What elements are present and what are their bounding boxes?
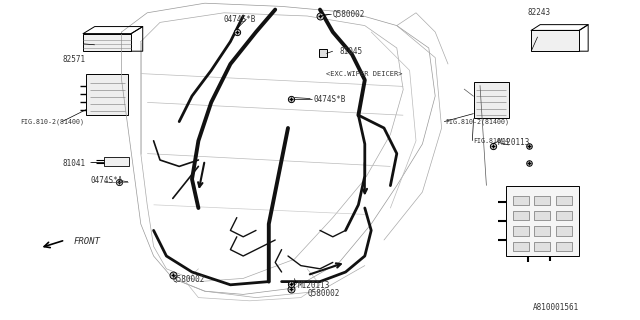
Text: 0474S*A: 0474S*A xyxy=(91,176,124,185)
Bar xyxy=(556,242,572,251)
Text: 0474S*B: 0474S*B xyxy=(224,15,257,24)
Bar xyxy=(513,211,529,220)
Bar xyxy=(534,242,550,251)
Text: Q580002: Q580002 xyxy=(173,275,205,284)
Text: 81041: 81041 xyxy=(63,159,86,168)
Bar xyxy=(83,34,131,51)
Bar xyxy=(534,196,550,205)
Bar xyxy=(86,74,128,115)
Bar xyxy=(513,196,529,205)
Text: FIG.810-2(81400): FIG.810-2(81400) xyxy=(445,118,509,125)
Bar xyxy=(556,211,572,220)
Bar xyxy=(531,30,579,51)
Bar xyxy=(534,226,550,236)
Bar xyxy=(513,242,529,251)
Text: 82571: 82571 xyxy=(63,55,86,64)
Text: Q580002: Q580002 xyxy=(333,10,365,19)
Text: 81045: 81045 xyxy=(339,47,362,56)
Text: <EXC.WIPER DEICER>: <EXC.WIPER DEICER> xyxy=(326,71,403,76)
Bar xyxy=(534,211,550,220)
Bar xyxy=(104,157,129,166)
Text: 82243: 82243 xyxy=(528,8,551,17)
Text: 0474S*B: 0474S*B xyxy=(314,95,346,104)
Bar xyxy=(474,82,509,118)
Text: M120113: M120113 xyxy=(498,138,531,147)
Bar xyxy=(513,226,529,236)
Text: FIG.810-2(81400): FIG.810-2(81400) xyxy=(20,118,84,125)
Bar xyxy=(556,196,572,205)
Bar xyxy=(556,226,572,236)
Text: M120113: M120113 xyxy=(298,281,330,290)
Text: FRONT: FRONT xyxy=(74,237,100,246)
Bar xyxy=(506,186,579,256)
Text: A810001561: A810001561 xyxy=(532,303,579,312)
Text: FIG.810-4: FIG.810-4 xyxy=(474,138,509,144)
Text: Q580002: Q580002 xyxy=(307,289,340,298)
